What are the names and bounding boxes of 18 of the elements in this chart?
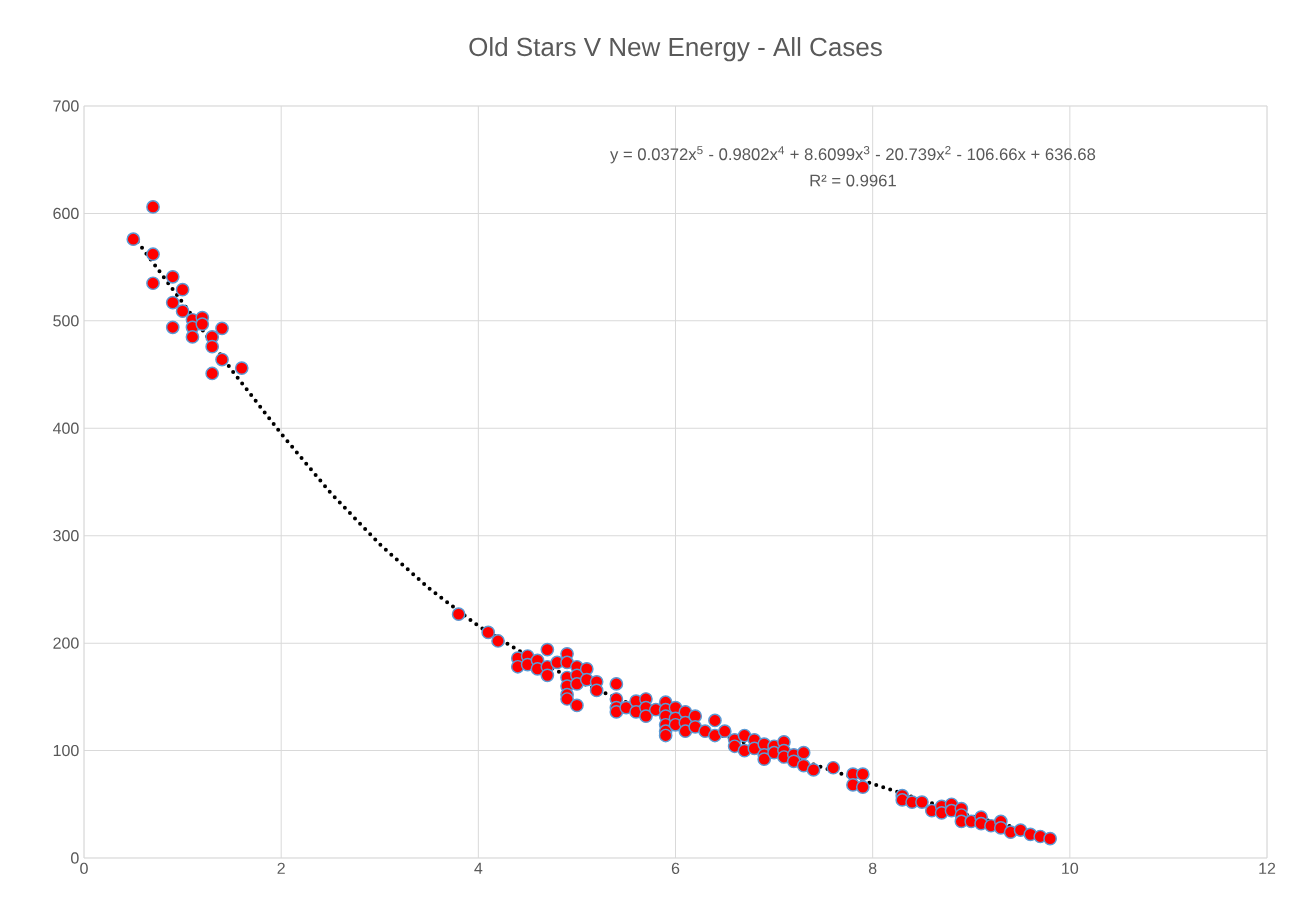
x-tick-label: 0 [80, 862, 88, 875]
x-tick-label: 6 [671, 862, 680, 875]
text: y = 0.0372x$^{5}$ - 0.9802x$^{4}$ + 8.6099x$^{3}$ - 20.739x$^{2}$ - 106.66x + 636.68 [610, 146, 1096, 164]
y-tick-label: 600 [53, 207, 79, 220]
annotation: R² = 0.9961 [810, 174, 896, 187]
y-tick-label: 0 [71, 852, 79, 864]
y-tick-label: 500 [53, 315, 79, 327]
y-tick-label: 700 [53, 100, 79, 112]
y-tick-label: 400 [52, 422, 79, 434]
y-tick-label: 200 [53, 637, 79, 649]
x-tick-label: 10 [1062, 862, 1079, 875]
x-tick-label: 4 [474, 862, 483, 874]
y-tick-label: 300 [53, 530, 79, 542]
y-tick-label: 100 [53, 744, 79, 757]
x-tick-label: 12 [1259, 862, 1276, 874]
x-tick-label: 8 [868, 862, 877, 875]
chart-title: Old Stars V New Energy - All Cases [469, 37, 882, 62]
x-tick-label: 2 [277, 862, 285, 874]
